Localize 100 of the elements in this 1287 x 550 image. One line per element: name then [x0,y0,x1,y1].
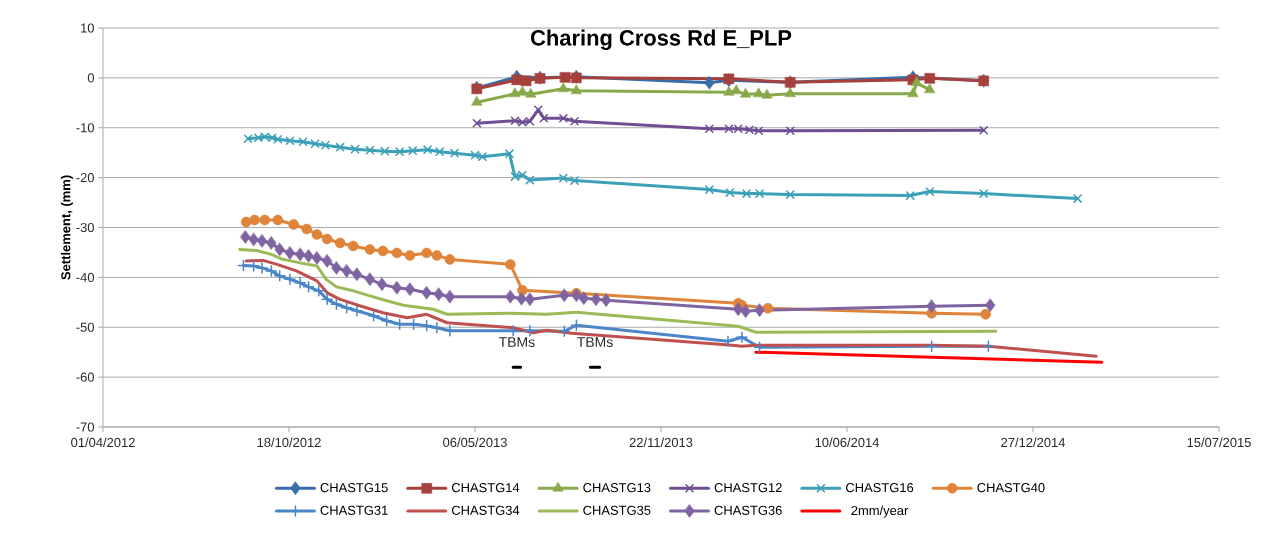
y-tick-label: -10 [76,123,94,133]
point [395,147,404,156]
point [364,244,376,255]
point [924,83,936,94]
point [350,144,360,154]
point [524,292,536,307]
point [311,229,323,240]
y-tick-label: -20 [76,173,94,183]
point [736,331,748,343]
point [905,191,915,200]
point [367,310,380,322]
point [784,87,796,98]
point [423,145,432,154]
point [533,105,543,115]
point [391,281,403,295]
point [284,273,296,286]
x-tick-label: 01/04/2012 [71,437,135,448]
legend-label: CHASTG36 [714,505,782,515]
point [926,299,937,314]
point [911,76,923,87]
legend-label: CHASTG15 [320,483,388,493]
point [391,247,403,259]
point [520,75,532,87]
point [380,146,390,156]
point [302,281,315,293]
point [924,73,936,84]
point [509,87,521,98]
point [351,267,363,282]
point [979,125,989,135]
point [525,88,537,98]
y-tick-label: 10 [81,23,94,33]
legend-label: CHASTG35 [583,505,651,515]
point [376,277,388,292]
point [365,145,375,155]
y-axis-title: Settlement, (mm) [60,175,73,280]
point [341,264,352,278]
x-tick-label: 18/10/2012 [257,437,321,448]
annotation: TBMs [498,337,535,348]
legend-label: CHASTG40 [977,483,1045,493]
point [321,233,333,245]
legend-label: CHASTG31 [320,505,388,515]
line-series [238,247,998,334]
point [237,259,250,272]
x-tick-label: 15/07/2015 [1187,437,1251,448]
y-tick-label: 0 [87,73,94,83]
point [505,149,514,158]
point [256,234,268,248]
point [444,290,456,304]
point [590,292,602,307]
y-tick-label: -50 [76,322,94,332]
point [377,245,389,257]
line-series [244,258,1098,358]
point [421,247,432,259]
point [340,302,353,314]
point [272,214,284,226]
point [980,309,991,320]
point [330,298,343,311]
point [284,246,296,260]
point [303,249,314,263]
point [570,319,583,331]
point [755,189,764,198]
point [259,214,271,226]
point [761,89,773,99]
legend-label: CHASTG34 [451,505,520,515]
point [431,250,443,261]
point [559,113,568,123]
point [979,189,989,198]
point [450,148,459,158]
x-tick-label: 10/06/2014 [815,437,880,448]
point [524,324,536,337]
legend-label: CHASTG14 [451,483,520,493]
legend-label: CHASTG16 [846,483,914,493]
point [511,74,523,86]
point [311,251,323,265]
y-tick-label: -60 [76,372,94,382]
point [380,315,393,327]
point [925,340,938,352]
point [754,303,765,318]
chart-title: Charing Cross Rd E_PLP [531,29,792,51]
point [570,116,579,126]
y-tick-label: -40 [76,272,94,282]
point [723,86,735,96]
legend-label: CHASTG12 [714,483,782,493]
point [570,84,582,95]
point [558,325,571,337]
point [288,219,299,230]
point [335,142,345,152]
point [444,254,456,265]
point [559,288,570,303]
point [982,340,995,352]
point [249,214,260,226]
point [421,286,432,300]
point [420,319,433,332]
point [298,137,308,146]
point [539,113,549,123]
point [274,242,285,257]
point [240,216,252,228]
point [925,187,935,196]
point [295,247,306,262]
point [740,304,751,319]
